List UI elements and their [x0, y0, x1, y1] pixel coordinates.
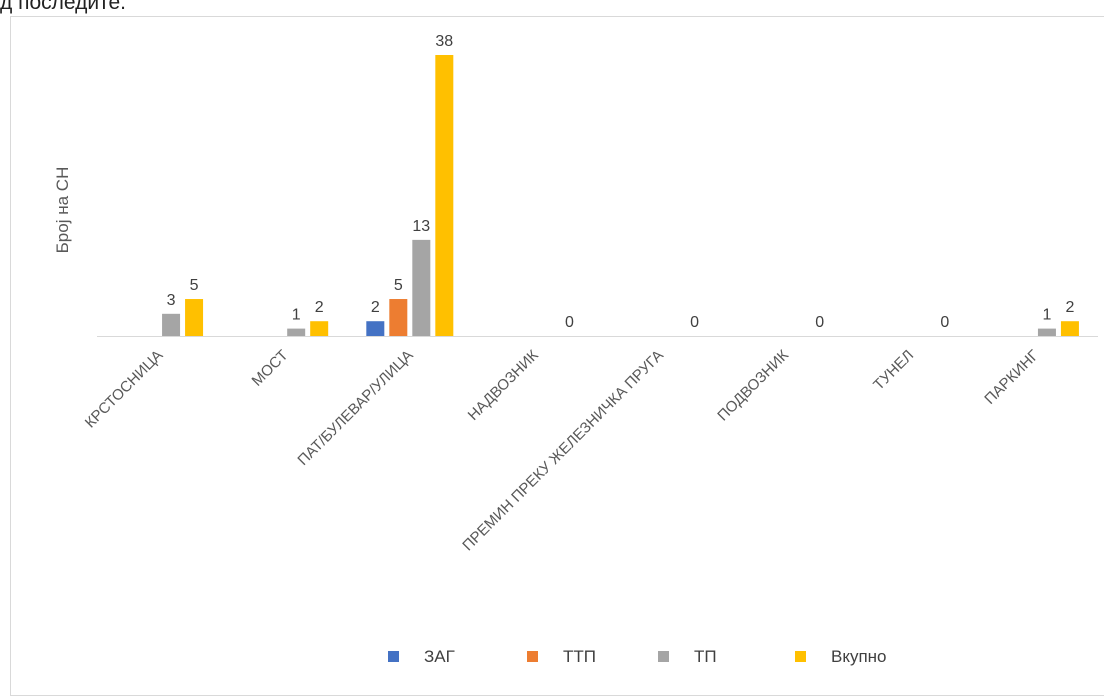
data-label-4-5: 0 [690, 314, 699, 331]
legend-swatch-1 [388, 651, 399, 662]
data-label-1-3: 2 [371, 299, 380, 316]
category-label-3: ПАТ/БУЛЕВАР/УЛИЦА [294, 347, 416, 469]
legend-label-4: Вкупно [831, 647, 887, 666]
bar-4-2 [310, 321, 329, 336]
data-label-4-4: 0 [565, 314, 574, 331]
legend-swatch-2 [527, 651, 538, 662]
data-label-2-3: 5 [394, 277, 403, 294]
category-label-5: ПРЕМИН ПРЕКУ ЖЕЛЕЗНИЧКА ПРУГА [459, 347, 667, 555]
bar-4-3 [435, 55, 454, 336]
data-label-4-1: 5 [190, 277, 199, 294]
bar-2-3 [389, 299, 408, 336]
legend-label-1: ЗАГ [424, 647, 455, 666]
data-label-4-6: 0 [815, 314, 824, 331]
data-label-4-8: 2 [1065, 299, 1074, 316]
legend-swatch-3 [658, 651, 669, 662]
legend-label-3: ТП [694, 647, 717, 666]
data-label-4-7: 0 [940, 314, 949, 331]
bars-group [162, 55, 1079, 336]
category-label-6: ПОДВОЗНИК [714, 347, 792, 425]
bar-1-3 [366, 321, 385, 336]
category-label-2: МОСТ [249, 347, 292, 390]
category-label-1: КРСТОСНИЦА [82, 347, 167, 432]
category-label-7: ТУНЕЛ [870, 347, 917, 394]
data-label-3-8: 1 [1042, 307, 1051, 324]
legend: ЗАГ ТТП ТП Вкупно [388, 647, 887, 666]
y-axis-label: Број на СН [53, 167, 72, 254]
bar-3-3 [412, 239, 431, 336]
bar-4-8 [1060, 321, 1079, 336]
legend-label-2: ТТП [563, 647, 596, 666]
bar-3-8 [1037, 328, 1056, 336]
data-label-3-1: 3 [167, 292, 176, 309]
legend-swatch-4 [795, 651, 806, 662]
data-label-3-3: 13 [412, 218, 430, 235]
category-labels-group: КРСТОСНИЦА МОСТ ПАТ/БУЛЕВАР/УЛИЦА НАДВОЗНИК… [82, 347, 1042, 555]
page-top-text: д последите. [0, 0, 126, 14]
bar-3-2 [287, 328, 306, 336]
bar-4-1 [185, 299, 204, 336]
data-label-3-2: 1 [292, 307, 301, 324]
category-label-8: ПАРКИНГ [981, 347, 1042, 408]
data-label-4-2: 2 [315, 299, 324, 316]
bar-3-1 [162, 313, 181, 336]
data-label-4-3: 38 [435, 33, 453, 50]
category-label-4: НАДВОЗНИК [465, 347, 542, 424]
